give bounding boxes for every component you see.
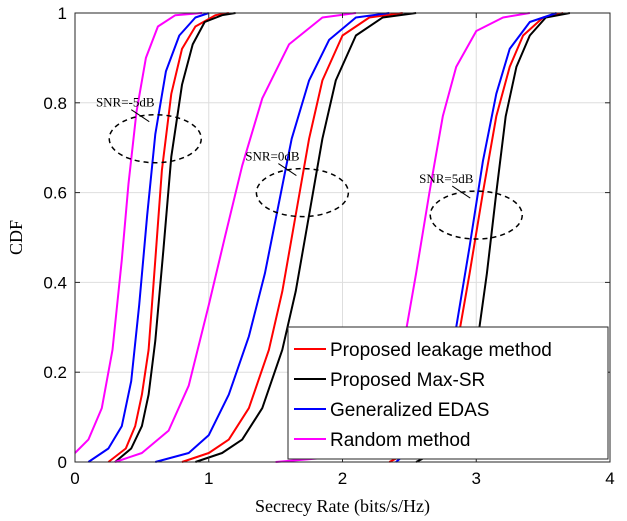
series-line (87, 12, 210, 463)
series-line (114, 12, 236, 463)
snr-ellipse (255, 167, 350, 218)
series-line (195, 12, 417, 463)
snr-pointer (130, 109, 150, 123)
plot-area (74, 12, 571, 463)
legend-label: Random method (330, 430, 470, 451)
x-tick-label: 0 (70, 469, 79, 488)
snr-label: SNR=5dB (419, 171, 474, 186)
series-line (181, 12, 403, 463)
x-tick-label: 4 (605, 469, 614, 488)
series-line (74, 12, 203, 454)
x-tick-label: 2 (338, 469, 347, 488)
y-tick-label: 0.2 (43, 363, 67, 382)
x-tick-label: 1 (204, 469, 213, 488)
y-tick-label: 0.6 (43, 184, 67, 203)
y-tick-label: 0 (58, 453, 67, 472)
snr-label: SNR=0dB (245, 149, 300, 164)
series-line (114, 12, 357, 463)
tick-labels: 0 1 2 3 4 0 0.2 0.4 0.6 0.8 1 (43, 4, 614, 488)
legend-label: Proposed Max-SR (330, 370, 485, 391)
y-tick-label: 0.8 (43, 94, 67, 113)
legend: Proposed leakage method Proposed Max-SR Ge… (287, 326, 609, 460)
snr-pointer (451, 185, 471, 199)
y-axis-label: CDF (6, 220, 26, 255)
y-tick-label: 1 (58, 4, 67, 23)
y-tick-label: 0.4 (43, 273, 67, 292)
snr-pointer (278, 163, 297, 177)
series-line (107, 12, 229, 463)
legend-label: Proposed leakage method (330, 340, 552, 361)
legend-box (287, 326, 609, 460)
annotations: SNR=-5dB SNR=0dB SNR=5dB (96, 95, 523, 240)
legend-label: Generalized EDAS (330, 400, 489, 421)
snr-ellipse (429, 190, 523, 240)
series-line (155, 12, 390, 463)
snr-label: SNR=-5dB (96, 95, 155, 110)
x-tick-label: 3 (472, 469, 481, 488)
x-axis-label: Secrecy Rate (bits/s/Hz) (255, 496, 430, 517)
snr-ellipse (108, 113, 202, 164)
